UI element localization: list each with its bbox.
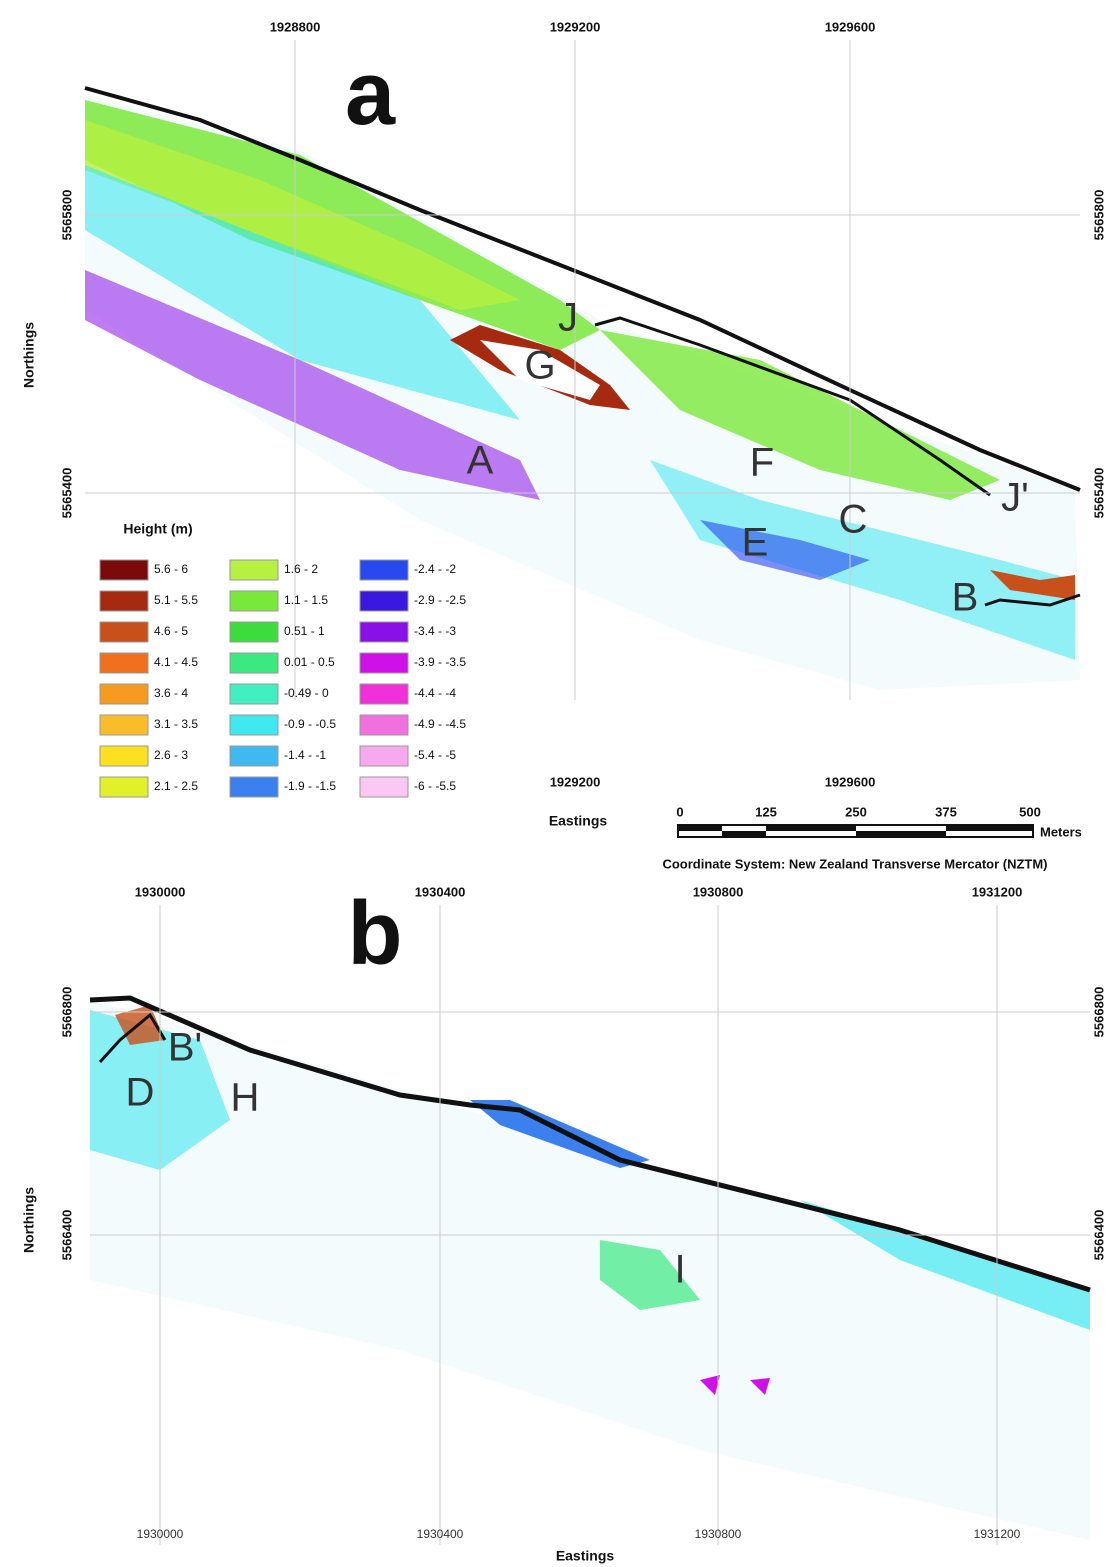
- legend-label: 0.51 - 1: [284, 624, 325, 638]
- legend-swatch: [230, 777, 278, 797]
- feature-label: B: [952, 576, 979, 620]
- legend-swatch: [100, 746, 148, 766]
- feature-label: I: [674, 1248, 685, 1292]
- x-axis-label: Eastings: [549, 813, 608, 829]
- legend-swatch: [230, 715, 278, 735]
- feature-label: J: [558, 296, 578, 340]
- legend-label: 3.6 - 4: [154, 686, 188, 700]
- panel-label: b: [348, 884, 403, 984]
- legend-label: -4.4 - -4: [414, 686, 456, 700]
- scale-tick: 375: [935, 804, 957, 819]
- scale-unit: Meters: [1040, 824, 1082, 839]
- legend-swatch: [100, 684, 148, 704]
- coordinate-system: Coordinate System: New Zealand Transvers…: [662, 856, 1047, 871]
- x-tick-label: 1931200: [972, 884, 1023, 899]
- legend-label: -5.4 - -5: [414, 748, 456, 762]
- y-tick-label: 5566800: [1091, 987, 1106, 1038]
- figure: 1928800 1929200 1929600 1929200 1929600 55658…: [0, 0, 1115, 1567]
- legend-label: -0.49 - 0: [284, 686, 329, 700]
- feature-label: B': [168, 1026, 202, 1070]
- x-tick-label: 1929200: [550, 774, 601, 789]
- legend-swatch: [100, 715, 148, 735]
- legend-label: 2.6 - 3: [154, 748, 188, 762]
- feature-label: D: [126, 1071, 155, 1115]
- legend-label: 5.1 - 5.5: [154, 593, 198, 607]
- legend-swatch: [360, 560, 408, 580]
- x-tick-label: 1930400: [417, 1527, 464, 1541]
- legend-label: -3.9 - -3.5: [414, 655, 466, 669]
- feature-label: J': [1001, 476, 1029, 520]
- feature-label: H: [231, 1076, 260, 1120]
- legend-swatch: [230, 591, 278, 611]
- legend-swatch: [360, 777, 408, 797]
- legend-swatch: [360, 715, 408, 735]
- scale-tick: 0: [676, 804, 683, 819]
- x-tick-label: 1930800: [695, 1527, 742, 1541]
- legend-label: 0.01 - 0.5: [284, 655, 335, 669]
- legend-swatch: [100, 653, 148, 673]
- legend-swatch: [360, 746, 408, 766]
- legend-label: 1.6 - 2: [284, 562, 318, 576]
- legend-label: -4.9 - -4.5: [414, 717, 466, 731]
- legend-swatch: [100, 777, 148, 797]
- legend-label: -2.9 - -2.5: [414, 593, 466, 607]
- x-tick-label: 1931200: [974, 1527, 1021, 1541]
- x-tick-label: 1928800: [270, 19, 321, 34]
- y-tick-label: 5565800: [1091, 190, 1106, 241]
- feature-label: G: [524, 344, 555, 388]
- y-tick-label: 5566800: [59, 987, 74, 1038]
- legend-label: 4.6 - 5: [154, 624, 188, 638]
- legend-label: -2.4 - -2: [414, 562, 456, 576]
- legend-swatch: [230, 622, 278, 642]
- panel-label: a: [345, 44, 396, 144]
- legend-swatch: [360, 684, 408, 704]
- y-tick-label: 5566400: [59, 1210, 74, 1261]
- y-axis-label: Northings: [21, 322, 37, 388]
- y-tick-label: 5565800: [59, 190, 74, 241]
- legend-label: 2.1 - 2.5: [154, 779, 198, 793]
- legend-label: -6 - -5.5: [414, 779, 456, 793]
- legend-label: -1.9 - -1.5: [284, 779, 336, 793]
- scale-tick: 125: [755, 804, 777, 819]
- x-tick-label: 1930800: [693, 884, 744, 899]
- legend-label: 5.6 - 6: [154, 562, 188, 576]
- legend-label: 4.1 - 4.5: [154, 655, 198, 669]
- scale-tick: 250: [845, 804, 867, 819]
- feature-label: E: [742, 521, 769, 565]
- x-tick-label: 1929600: [825, 774, 876, 789]
- legend-swatch: [230, 560, 278, 580]
- legend-swatch: [230, 684, 278, 704]
- x-tick-label: 1930000: [135, 884, 186, 899]
- y-axis-label: Northings: [21, 1187, 37, 1253]
- legend-label: -0.9 - -0.5: [284, 717, 336, 731]
- y-tick-label: 5565400: [59, 468, 74, 519]
- legend-label: -1.4 - -1: [284, 748, 326, 762]
- x-axis-label: Eastings: [556, 1548, 615, 1564]
- feature-label: F: [750, 441, 774, 485]
- x-tick-label: 1929600: [825, 19, 876, 34]
- legend-swatch: [360, 653, 408, 673]
- y-tick-label: 5565400: [1091, 468, 1106, 519]
- feature-label: C: [839, 498, 868, 542]
- y-tick-label: 5566400: [1091, 1210, 1106, 1261]
- x-tick-label: 1930000: [137, 1527, 184, 1541]
- legend-swatch: [100, 622, 148, 642]
- legend-label: -3.4 - -3: [414, 624, 456, 638]
- x-tick-label: 1930400: [415, 884, 466, 899]
- legend-label: 3.1 - 3.5: [154, 717, 198, 731]
- legend-swatch: [100, 560, 148, 580]
- x-tick-label: 1929200: [550, 19, 601, 34]
- scale-tick: 500: [1019, 804, 1041, 819]
- scale-bar: [678, 825, 1033, 837]
- legend-title: Height (m): [123, 521, 192, 537]
- legend-label: 1.1 - 1.5: [284, 593, 328, 607]
- feature-label: A: [467, 439, 494, 483]
- legend-swatch: [100, 591, 148, 611]
- legend-swatch: [230, 746, 278, 766]
- legend-swatch: [230, 653, 278, 673]
- legend-swatch: [360, 591, 408, 611]
- legend-swatch: [360, 622, 408, 642]
